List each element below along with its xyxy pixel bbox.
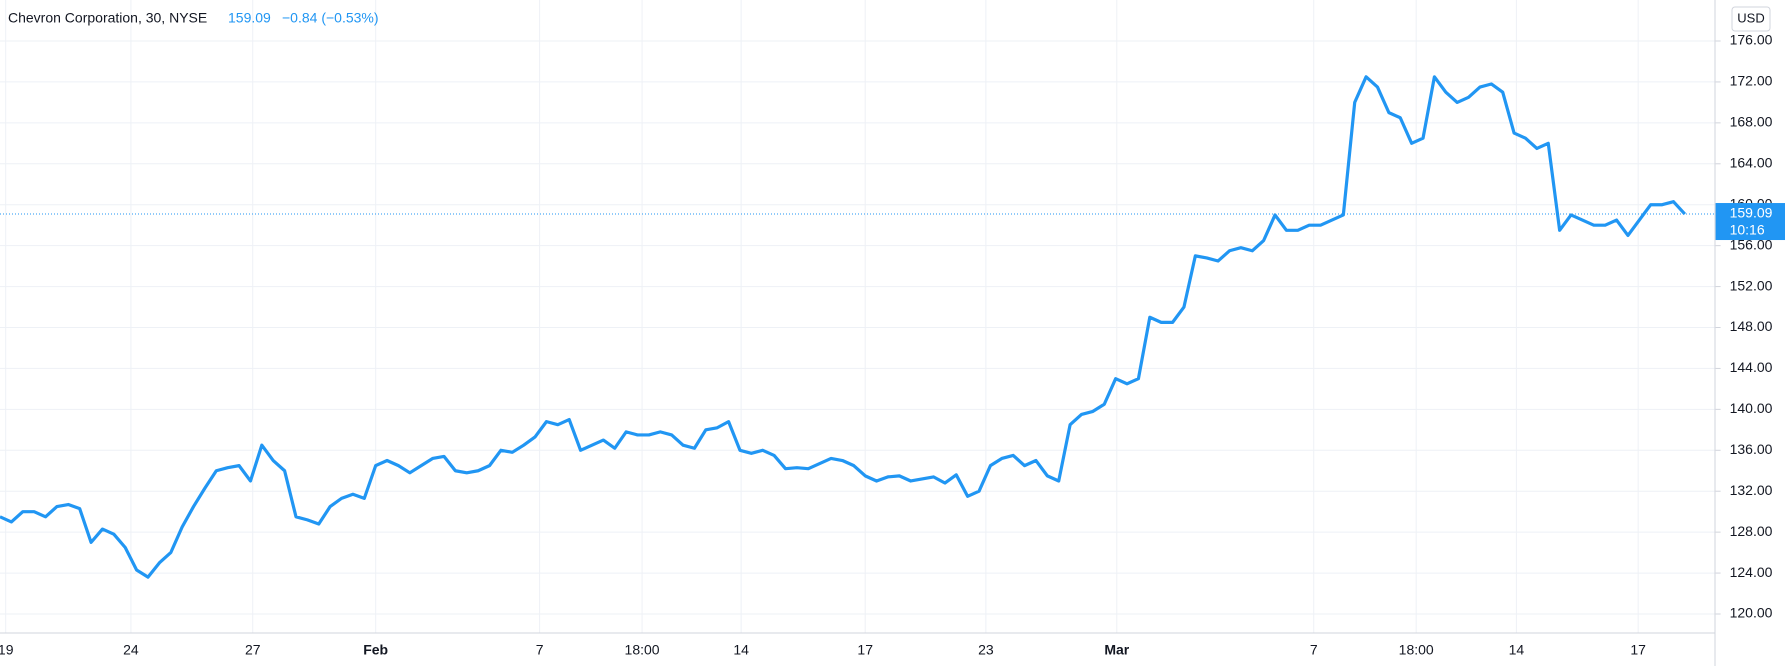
x-tick-label: 19 bbox=[0, 642, 14, 658]
y-tick-label: 144.00 bbox=[1730, 359, 1773, 375]
x-tick-label: Mar bbox=[1104, 642, 1129, 658]
countdown: 10:16 bbox=[1730, 222, 1765, 238]
x-tick-label: 17 bbox=[1630, 642, 1646, 658]
x-tick-label: 17 bbox=[857, 642, 873, 658]
symbol: Chevron Corporation, 30, NYSE bbox=[8, 10, 207, 26]
y-tick-label: 140.00 bbox=[1730, 400, 1773, 416]
x-tick-label: 18:00 bbox=[625, 642, 660, 658]
x-tick-label: 23 bbox=[978, 642, 994, 658]
x-tick-label: 7 bbox=[1310, 642, 1318, 658]
y-tick-label: 136.00 bbox=[1730, 441, 1773, 457]
y-tick-label: 132.00 bbox=[1730, 482, 1773, 498]
currency[interactable]: USD bbox=[1737, 10, 1764, 25]
price-line bbox=[0, 75, 1687, 579]
y-tick-label: 124.00 bbox=[1730, 564, 1773, 580]
x-tick-label: 14 bbox=[1509, 642, 1525, 658]
x-tick-label: 24 bbox=[123, 642, 139, 658]
x-tick-label: Feb bbox=[363, 642, 388, 658]
y-tick-label: 168.00 bbox=[1730, 114, 1773, 130]
y-tick-label: 172.00 bbox=[1730, 73, 1773, 89]
y-tick-label: 156.00 bbox=[1730, 236, 1773, 252]
price-tag bbox=[1715, 203, 1785, 241]
change: −0.84 (−0.53%) bbox=[282, 10, 379, 26]
x-tick-label: 27 bbox=[245, 642, 261, 658]
y-tick-label: 164.00 bbox=[1730, 154, 1773, 170]
y-tick-label: 120.00 bbox=[1730, 605, 1773, 621]
x-tick-label: 7 bbox=[536, 642, 544, 658]
y-tick-label: 176.00 bbox=[1730, 32, 1773, 48]
x-tick-label: 14 bbox=[733, 642, 749, 658]
price-tag-label: 159.09 bbox=[1730, 205, 1773, 221]
y-tick-label: 128.00 bbox=[1730, 523, 1773, 539]
x-tick-label: 18:00 bbox=[1399, 642, 1434, 658]
y-tick-label: 148.00 bbox=[1730, 318, 1773, 334]
plot bbox=[0, 75, 1687, 579]
currency-button[interactable] bbox=[1731, 6, 1771, 32]
grid bbox=[0, 0, 1716, 633]
y-tick-label: 152.00 bbox=[1730, 277, 1773, 293]
last-price: 159.09 bbox=[228, 10, 271, 26]
